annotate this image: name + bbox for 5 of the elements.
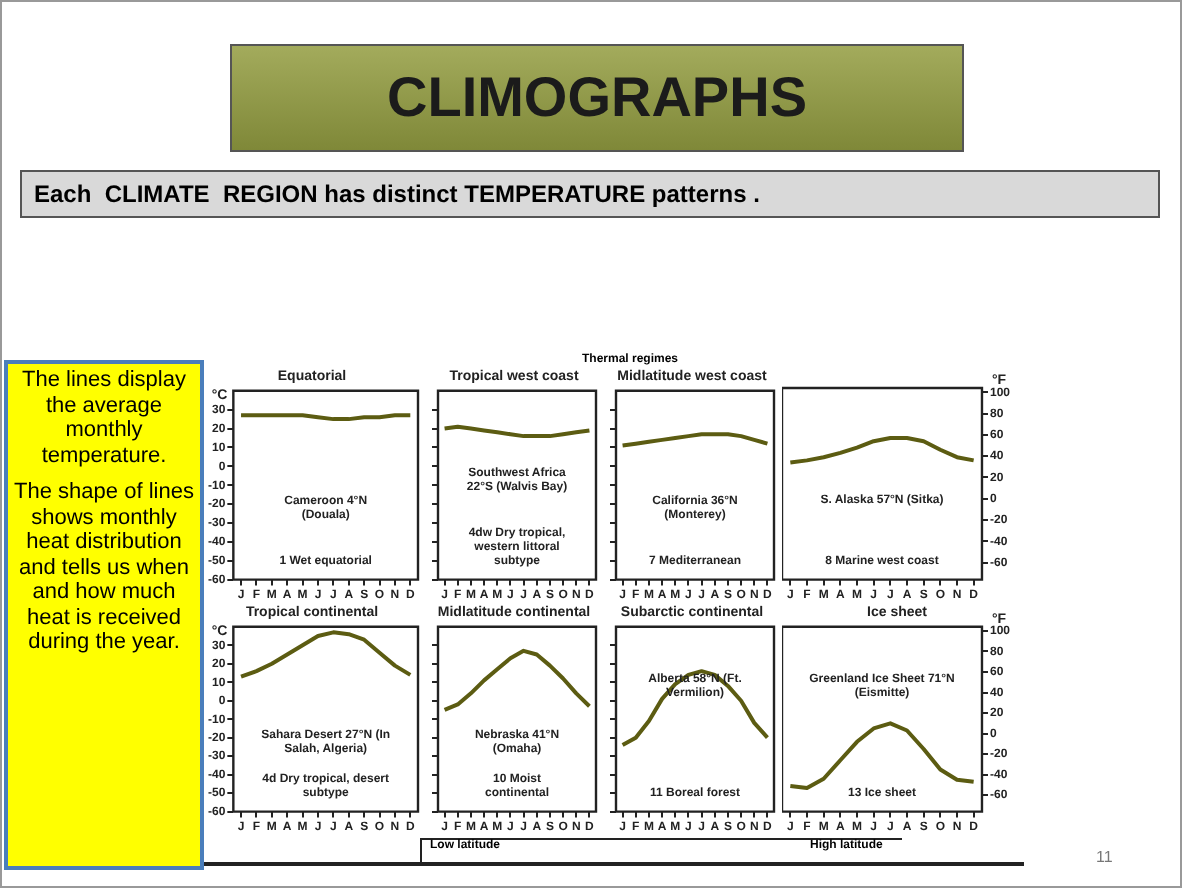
text: CLIMOGRAPHS	[387, 66, 807, 130]
text: The shape of lines shows monthly heat distribution and tells us when and how much heat is received during the year.	[12, 480, 196, 655]
text: Each CLIMATE REGION has distinct TEMPERATURE patterns .	[34, 180, 760, 208]
text: 11	[1096, 848, 1113, 866]
text: The lines display the average monthly temperature.	[20, 368, 188, 468]
